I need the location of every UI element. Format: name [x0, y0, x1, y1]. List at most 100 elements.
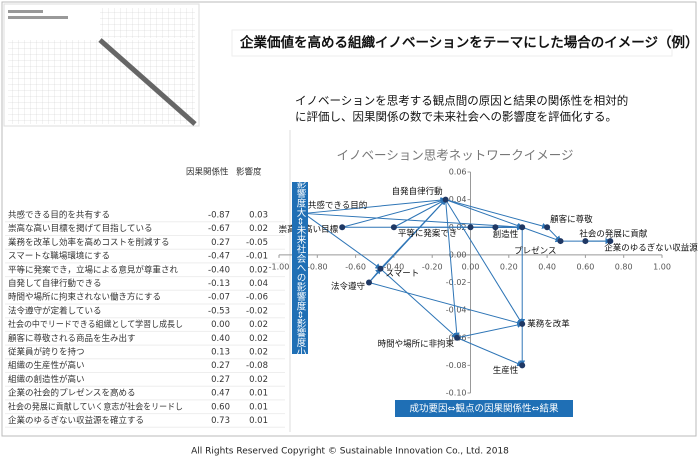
- cell-impact: 0.02: [249, 224, 268, 234]
- row-label: 崇高な高い目標を掲げて目指している: [8, 223, 153, 234]
- x-tick-label: -1.00: [269, 262, 290, 271]
- edge: [445, 199, 523, 325]
- cell-causality: -0.67: [208, 224, 230, 234]
- cell-causality: 0.27: [211, 238, 230, 248]
- point-label: 共感できる目的: [308, 200, 367, 211]
- point-label: 企業のゆるぎない収益源: [604, 243, 698, 254]
- point-label: スマート: [385, 269, 419, 279]
- point: [492, 224, 499, 231]
- row-label: スマートな職場環境にする: [8, 251, 110, 262]
- y-tick-label: 0.04: [449, 195, 467, 204]
- row-label: 企業の社会的プレゼンスを高める: [8, 388, 136, 399]
- point: [607, 238, 614, 245]
- x-tick-label: -0.80: [307, 262, 328, 271]
- cell-causality: 0.60: [211, 402, 230, 412]
- cell-causality: 0.73: [211, 416, 230, 426]
- chart-title: イノベーション思考ネットワークイメージ: [336, 148, 573, 163]
- x-tick-label: 0.20: [500, 262, 518, 271]
- edge: [546, 226, 562, 242]
- point: [390, 224, 397, 231]
- point: [557, 238, 564, 245]
- cell-impact: -0.08: [246, 361, 268, 371]
- x-tick-label: 0.60: [576, 262, 594, 271]
- edge: [303, 212, 524, 230]
- point: [544, 224, 551, 231]
- point: [519, 362, 526, 369]
- x-tick-label: -0.60: [345, 262, 366, 271]
- title-box: [231, 29, 673, 57]
- edge: [342, 198, 447, 228]
- cell-causality: -0.13: [208, 279, 230, 289]
- y-tick-label: 0.06: [449, 168, 467, 177]
- cell-causality: -0.07: [208, 293, 230, 303]
- cell-impact: 0.02: [249, 375, 268, 385]
- description: に評価し、因果関係の数で未来社会への影響度を評価化する。: [295, 110, 617, 124]
- x-label-box: [395, 400, 573, 417]
- point-label: 顧客に尊敬: [550, 214, 593, 225]
- cell-causality: -0.87: [208, 211, 230, 221]
- edge: [445, 199, 460, 339]
- edge: [456, 337, 524, 367]
- cell-impact: 0.02: [249, 348, 268, 358]
- point-label: 時間や場所に非拘束: [378, 338, 455, 349]
- footer: All Rights Reserved Copyright © Sustaina…: [191, 447, 509, 457]
- cell-impact: -0.06: [246, 293, 268, 303]
- x-tick-label: 1.00: [653, 262, 671, 271]
- cell-causality: -0.47: [208, 252, 230, 262]
- edge: [445, 199, 549, 229]
- row-label: 社会の中でリードできる組織として学習し成長し: [8, 319, 183, 330]
- row-label: 組織の創造性が高い: [8, 374, 85, 385]
- point-label: 平等に発案でき: [398, 228, 458, 239]
- row-label: 組織の生産性が高い: [8, 360, 85, 371]
- cell-impact: -0.01: [246, 252, 268, 262]
- cell-causality: 0.27: [211, 361, 230, 371]
- x-tick-label: -0.40: [384, 262, 405, 271]
- cell-impact: 0.01: [249, 402, 268, 412]
- row-label: 顧客に尊敬される商品を生み出す: [8, 333, 136, 344]
- cell-causality: -0.53: [208, 306, 230, 316]
- x-tick-label: 0.80: [615, 262, 633, 271]
- point: [339, 224, 346, 231]
- point: [366, 279, 373, 286]
- x-tick-label: 0.00: [462, 262, 480, 271]
- point-label: 業務を改革: [527, 318, 570, 329]
- cell-causality: 0.00: [211, 320, 230, 330]
- x-tick-label: -0.20: [422, 262, 443, 271]
- point-label: 創造性: [493, 229, 519, 240]
- cell-impact: 0.03: [249, 211, 268, 221]
- edge: [303, 197, 447, 214]
- edge: [303, 213, 382, 270]
- description: イノベーションを思考する観点間の原因と結果の関係性を相対的: [295, 94, 628, 108]
- point-label: 自発自律行動: [392, 186, 443, 197]
- row-label: 自発して自律行動できる: [8, 278, 102, 289]
- point: [582, 238, 589, 245]
- x-axis-label: 成功要因⇔観点の因果関係性⇔結果: [410, 403, 559, 415]
- row-label: 時間や場所に拘束されない働き方にする: [8, 292, 161, 303]
- x-tick-label: 0.40: [538, 262, 556, 271]
- point: [519, 320, 526, 327]
- cell-causality: 0.13: [211, 348, 230, 358]
- row-label: 社会の発展に貢献していく意志が社会をリードし: [8, 401, 183, 412]
- point: [454, 334, 461, 341]
- title: 企業価値を高める組織イノベーションをテーマにした場合のイメージ（例）: [239, 34, 698, 51]
- row-label: 共感できる目的を共有する: [8, 210, 110, 221]
- cell-causality: 0.27: [211, 375, 230, 385]
- point-label: 法令遵守: [331, 281, 365, 292]
- point: [467, 224, 474, 231]
- y-tick-label: -0.04: [446, 306, 467, 315]
- table-header: 因果関係性: [186, 167, 229, 178]
- edge: [456, 322, 524, 339]
- y-tick-label: -0.08: [446, 361, 467, 370]
- point-label: 生産性: [493, 365, 519, 376]
- point: [442, 196, 449, 203]
- y-tick-label: -0.10: [446, 389, 467, 398]
- cell-impact: -0.02: [246, 306, 268, 316]
- row-label: 業務を改革し効率を高めコストを削減する: [8, 237, 170, 248]
- y-tick-label: -0.02: [446, 278, 467, 287]
- row-label: 法令遵守が定着している: [8, 305, 102, 316]
- cell-causality: -0.40: [208, 265, 230, 275]
- edge: [393, 199, 447, 228]
- frame: [1, 1, 697, 437]
